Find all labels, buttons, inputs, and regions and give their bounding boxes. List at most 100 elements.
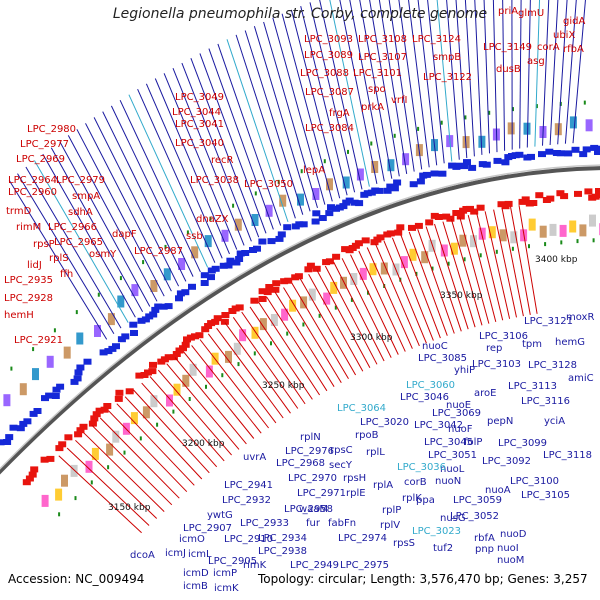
gene-label[interactable]: LPC_3049 [175, 92, 224, 103]
gene-label[interactable]: LPC_3050 [244, 179, 293, 190]
gene-label[interactable]: LPC_3085 [418, 353, 467, 364]
gene-label[interactable]: nuoE [446, 400, 471, 411]
gene-label[interactable]: LPC_3100 [510, 476, 559, 487]
gene-label[interactable]: nuoC [422, 341, 448, 352]
gene-label[interactable]: pnp [475, 544, 494, 555]
gene-label[interactable]: lidJ [27, 260, 42, 271]
gene-label[interactable]: LPC_2932 [222, 495, 271, 506]
gene-label[interactable]: LPC_2975 [340, 560, 389, 571]
gene-label[interactable]: fur [306, 518, 321, 529]
gene-label[interactable]: LPC_3046 [400, 392, 449, 403]
gene-label[interactable]: frgA [329, 108, 350, 119]
gene-label[interactable]: LPC_2921 [14, 335, 63, 346]
gene-label[interactable]: nuoL [440, 464, 465, 475]
gene-label[interactable]: icmL [188, 549, 212, 560]
gene-label[interactable]: LPC_3045 [424, 437, 473, 448]
gene-label[interactable]: LPC_2933 [240, 518, 289, 529]
gene-label[interactable]: LPC_3101 [353, 68, 402, 79]
gene-label[interactable]: gidA [563, 16, 585, 27]
gene-label[interactable]: LPC_2971 [297, 488, 346, 499]
gene-label[interactable]: rplS [49, 253, 69, 264]
gene-label[interactable]: rplE [346, 488, 366, 499]
gene-label[interactable]: sdhA [68, 207, 93, 218]
gene-label[interactable]: rpsC [330, 445, 353, 456]
gene-label[interactable]: LPC_3113 [508, 381, 557, 392]
gene-label[interactable]: LPC_3041 [175, 119, 224, 130]
gene-label[interactable]: dnaZX [196, 214, 229, 225]
gene-label[interactable]: rimM [16, 222, 41, 233]
gene-label[interactable]: LPC_3106 [479, 331, 528, 342]
gene-label[interactable]: priA [498, 6, 518, 17]
gene-label[interactable]: LPC_3051 [428, 450, 477, 461]
gene-label[interactable]: rplA [373, 480, 393, 491]
gene-label[interactable]: nuoD [500, 529, 527, 540]
gene-label[interactable]: LPC_3040 [175, 138, 224, 149]
gene-label[interactable]: smpB [433, 52, 461, 63]
gene-label[interactable]: icmJ [165, 548, 186, 559]
gene-label[interactable]: nuoF [448, 424, 473, 435]
gene-label[interactable]: osmY [89, 249, 117, 260]
gene-label[interactable]: pepN [487, 416, 513, 427]
gene-label[interactable]: LPC_3124 [412, 34, 461, 45]
gene-label[interactable]: lepA [303, 165, 325, 176]
gene-label[interactable]: ssb [186, 231, 203, 242]
gene-label[interactable]: rpsS [393, 538, 415, 549]
gene-label[interactable]: LPC_2980 [27, 124, 76, 135]
gene-label[interactable]: rplV [380, 520, 400, 531]
gene-label[interactable]: folP [464, 437, 482, 448]
rna-label[interactable]: LPC_3036 [397, 462, 446, 473]
gene-label[interactable]: ppa [416, 495, 435, 506]
gene-label[interactable]: LPC_2979 [56, 175, 105, 186]
gene-label[interactable]: dusB [496, 64, 521, 75]
gene-label[interactable]: nuoM [497, 555, 524, 566]
gene-label[interactable]: LPC_2977 [20, 139, 69, 150]
gene-label[interactable]: LPC_2958 [284, 504, 333, 515]
gene-label[interactable]: yciA [544, 416, 565, 427]
gene-label[interactable]: hemG [555, 337, 585, 348]
gene-label[interactable]: LPC_3038 [190, 175, 239, 186]
gene-label[interactable]: asg [527, 56, 545, 67]
gene-label[interactable]: LPC_3116 [521, 396, 570, 407]
gene-label[interactable]: rplL [366, 447, 385, 458]
gene-label[interactable]: prkA [361, 102, 384, 113]
gene-label[interactable]: LPC_3044 [172, 107, 221, 118]
gene-label[interactable]: corA [537, 42, 560, 53]
gene-label[interactable]: LPC_2974 [338, 533, 387, 544]
gene-label[interactable]: trmD [6, 206, 32, 217]
gene-label[interactable]: icmO [179, 534, 205, 545]
gene-label[interactable]: dcoA [130, 550, 155, 561]
gene-label[interactable]: icmP [213, 568, 237, 579]
gene-label[interactable]: ubiX [553, 30, 575, 41]
gene-label[interactable]: rplP [382, 505, 401, 516]
gene-label[interactable]: dapF [112, 229, 137, 240]
gene-label[interactable]: LPC_2934 [258, 533, 307, 544]
gene-label[interactable]: LPC_2949 [290, 560, 339, 571]
gene-label[interactable]: LPC_3042 [414, 420, 463, 431]
gene-label[interactable]: LPC_3099 [498, 438, 547, 449]
gene-label[interactable]: LPC_3105 [521, 490, 570, 501]
gene-label[interactable]: LPC_2968 [276, 458, 325, 469]
gene-label[interactable]: LPC_2907 [183, 523, 232, 534]
gene-label[interactable]: rpoB [355, 430, 379, 441]
gene-label[interactable]: LPC_3020 [360, 417, 409, 428]
gene-label[interactable]: LPC_3118 [543, 450, 592, 461]
rna-label[interactable]: LPC_3064 [337, 403, 386, 414]
gene-label[interactable]: icmK [214, 583, 239, 594]
gene-label[interactable]: LPC_3069 [432, 408, 481, 419]
gene-label[interactable]: rimK [243, 560, 267, 571]
gene-label[interactable]: amiC [568, 373, 594, 384]
gene-label[interactable]: LPC_3121 [524, 316, 573, 327]
gene-label[interactable]: LPC_3092 [482, 456, 531, 467]
gene-label[interactable]: LPC_3093 [304, 34, 353, 45]
gene-label[interactable]: vrfI [391, 95, 408, 106]
gene-label[interactable]: nuoN [435, 476, 461, 487]
gene-label[interactable]: LPC_3088 [300, 68, 349, 79]
gene-label[interactable]: LPC_2935 [4, 275, 53, 286]
gene-label[interactable]: spo [368, 84, 386, 95]
gene-label[interactable]: LPC_2969 [16, 154, 65, 165]
gene-label[interactable]: LPC_3107 [358, 52, 407, 63]
gene-label[interactable]: LPC_2966 [48, 222, 97, 233]
gene-label[interactable]: tpm [522, 339, 542, 350]
gene-label[interactable]: LPC_3128 [528, 360, 577, 371]
gene-label[interactable]: nuoI [497, 543, 519, 554]
